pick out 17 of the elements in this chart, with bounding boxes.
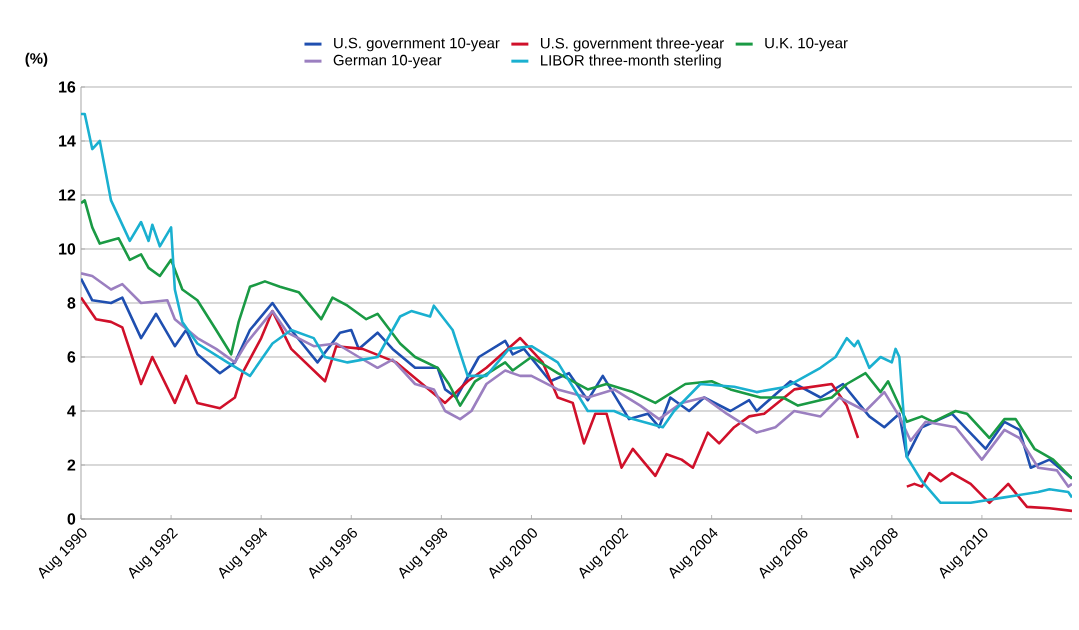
y-tick-label: 16 — [59, 81, 76, 93]
y-tick-label: 10 — [59, 243, 76, 255]
y-tick-label: 8 — [67, 297, 76, 309]
y-tick-label: 6 — [67, 351, 76, 363]
y-tick-label: 4 — [67, 405, 76, 417]
y-tick-label: 12 — [59, 189, 76, 201]
legend-label: German 10-year — [333, 54, 442, 69]
y-tick-label: 14 — [59, 135, 76, 147]
line-series — [81, 199, 1073, 480]
legend-label: U.K. 10-year — [765, 37, 848, 52]
legend-label: U.S. government three-year — [540, 37, 724, 52]
legend-label: U.S. government 10-year — [334, 37, 500, 52]
line-series — [81, 112, 1073, 505]
y-tick-label: 0 — [67, 513, 76, 525]
y-tick-label: 2 — [67, 459, 76, 471]
legend-label: LIBOR three-month sterling — [541, 54, 721, 69]
y-axis-title: (%) — [25, 52, 48, 67]
